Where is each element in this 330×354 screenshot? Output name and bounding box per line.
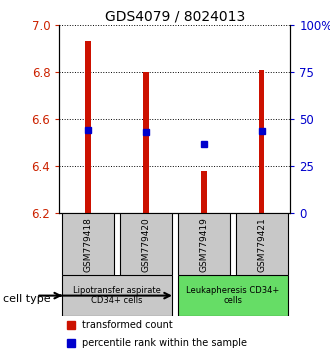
Bar [120, 213, 172, 275]
Text: Leukapheresis CD34+
cells: Leukapheresis CD34+ cells [186, 286, 279, 305]
Bar [236, 213, 287, 275]
Text: GSM779421: GSM779421 [257, 217, 266, 272]
Text: cell type: cell type [3, 294, 51, 304]
Text: percentile rank within the sample: percentile rank within the sample [82, 338, 248, 348]
Text: GSM779418: GSM779418 [84, 217, 93, 272]
Bar [85, 41, 91, 213]
Bar [178, 213, 230, 275]
Bar [62, 213, 114, 275]
Title: GDS4079 / 8024013: GDS4079 / 8024013 [105, 10, 245, 24]
Bar [259, 70, 264, 213]
Text: Lipotransfer aspirate
CD34+ cells: Lipotransfer aspirate CD34+ cells [73, 286, 161, 305]
Bar [178, 275, 287, 316]
Text: GSM779419: GSM779419 [199, 217, 208, 272]
Bar [201, 171, 207, 213]
Bar [143, 72, 149, 213]
Bar [62, 275, 172, 316]
Text: GSM779420: GSM779420 [142, 217, 150, 272]
Text: transformed count: transformed count [82, 320, 173, 330]
